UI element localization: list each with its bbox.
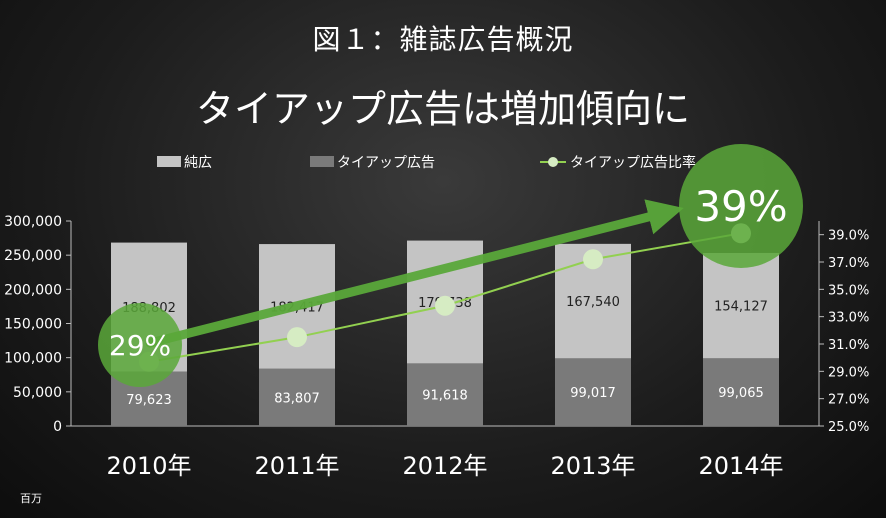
ratio-point	[287, 327, 307, 348]
unit-note: 百万	[20, 492, 42, 505]
left-tick-label: 300,000	[4, 214, 62, 230]
legend-label-ratio: タイアップ広告比率	[570, 154, 696, 171]
bubble-end	[679, 144, 803, 268]
right-tick-label: 35.0%	[828, 283, 869, 298]
left-tick-label: 250,000	[4, 248, 62, 264]
data-label-junko: 154,127	[714, 300, 768, 315]
legend-label-tieup: タイアップ広告	[337, 155, 435, 171]
right-axis: 25.0% 27.0% 29.0% 31.0% 33.0% 35.0% 37.0% 39.0%	[818, 221, 869, 435]
trend-arrow	[145, 199, 684, 348]
legend: 純広 タイアップ広告 タイアップ広告比率	[157, 154, 696, 171]
left-tick-label: 150,000	[4, 317, 62, 333]
right-tick-label: 33.0%	[828, 311, 869, 326]
legend-swatch-tieup	[310, 156, 334, 167]
data-label-junko: 167,540	[566, 295, 620, 310]
x-tick-label: 2014年	[698, 452, 783, 480]
x-tick-label: 2012年	[402, 452, 487, 480]
bar-junko	[703, 252, 779, 359]
right-tick-label: 29.0%	[828, 365, 869, 380]
data-label-tieup: 91,618	[422, 389, 468, 404]
x-tick-label: 2010年	[106, 452, 191, 480]
right-tick-label: 37.0%	[828, 256, 869, 271]
bubble-start	[98, 303, 182, 387]
right-tick-label: 27.0%	[828, 393, 869, 408]
x-tick-label: 2011年	[254, 452, 339, 480]
legend-swatch-junko	[157, 156, 181, 167]
bar-tieup	[407, 363, 483, 426]
slide-title: 図１：雑誌広告概況	[312, 23, 574, 56]
left-tick-label: 0	[53, 419, 62, 435]
data-label-tieup: 83,807	[274, 391, 320, 406]
bar-tieup	[259, 368, 335, 426]
left-tick-label: 100,000	[4, 351, 62, 367]
ratio-point	[435, 295, 455, 316]
right-tick-label: 31.0%	[828, 338, 869, 353]
bar-tieup	[703, 358, 779, 426]
data-label-tieup: 79,623	[126, 393, 172, 408]
left-axis: 0 50,000 100,000 150,000 200,000 250,000 300,0…	[4, 214, 819, 435]
right-tick-label: 25.0%	[828, 420, 869, 435]
bubble-end-label: 39%	[694, 182, 787, 231]
data-label-tieup: 99,065	[718, 386, 764, 401]
bubble-start-label: 29%	[109, 329, 171, 362]
annotation-bubbles: 29% 39%	[98, 144, 803, 387]
left-tick-label: 200,000	[4, 282, 62, 298]
left-tick-label: 50,000	[13, 385, 62, 401]
ratio-point	[583, 249, 603, 270]
x-tick-label: 2013年	[550, 452, 635, 480]
slide-subtitle: タイアップ広告は増加傾向に	[195, 87, 690, 131]
legend-marker-ratio	[548, 157, 558, 167]
legend-label-junko: 純広	[184, 155, 212, 171]
bar-tieup	[555, 358, 631, 426]
trend-arrow-line	[145, 199, 684, 348]
x-axis-labels: 2010年 2011年 2012年 2013年 2014年	[106, 452, 783, 480]
data-label-tieup: 99,017	[570, 386, 616, 401]
right-tick-label: 39.0%	[828, 229, 869, 244]
